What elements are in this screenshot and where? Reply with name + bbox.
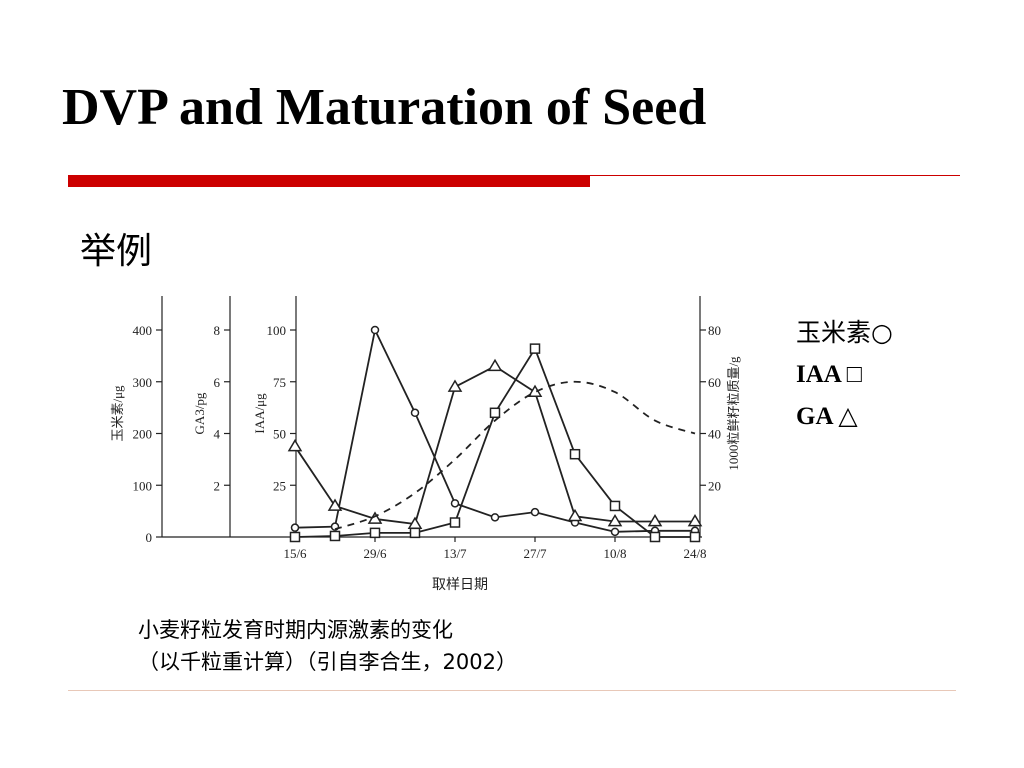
point-iaa (409, 527, 421, 539)
y-tick-label-zein: 100 (133, 478, 153, 493)
y-tick-label-zein: 0 (146, 530, 153, 545)
y-tick-label-mass: 80 (708, 323, 721, 338)
series-line-iaa (294, 346, 695, 538)
point-zein (530, 507, 540, 517)
y-axis-label-mass: 1000粒鲜籽粒质量/g (726, 356, 741, 471)
figure-caption: 小麦籽粒发育时期内源激素的变化 （以千粒重计算）（引自李合生，2002） (138, 614, 517, 678)
legend: 玉米素○ IAA □ GA △ (796, 312, 893, 438)
point-zein (490, 513, 500, 522)
y-tick-label-zein: 200 (133, 427, 153, 442)
point-iaa (609, 500, 621, 512)
point-iaa (329, 530, 341, 542)
caption-line-2: （以千粒重计算）（引自李合生，2002） (138, 650, 517, 674)
y-tick-label-mass: 40 (708, 427, 721, 442)
point-zein (290, 523, 300, 532)
point-iaa (449, 517, 461, 528)
legend-zein: 玉米素○ (796, 318, 893, 347)
y-axis-label-ga: GA3/pg (192, 392, 207, 434)
point-zein (410, 408, 420, 418)
point-iaa (289, 531, 301, 543)
legend-ga: GA △ (796, 403, 858, 430)
point-zein (370, 325, 380, 335)
point-iaa (689, 531, 701, 543)
point-ga (487, 358, 503, 372)
y-tick-label-ga: 8 (214, 323, 221, 338)
title-underline-thick (68, 175, 590, 187)
y-tick-label-mass: 20 (708, 478, 721, 493)
point-ga (687, 513, 703, 527)
x-tick-label: 24/8 (683, 546, 706, 561)
point-ga (287, 438, 303, 452)
legend-iaa: IAA □ (796, 361, 862, 388)
point-ga (447, 379, 463, 392)
point-ga (607, 513, 623, 527)
x-axis-label: 取样日期 (432, 577, 488, 593)
point-iaa (569, 448, 581, 460)
y-tick-label-zein: 300 (133, 375, 153, 390)
series-line-mass (334, 380, 696, 531)
y-tick-label-iaa: 50 (273, 427, 286, 442)
point-iaa (529, 343, 541, 354)
point-ga (567, 508, 583, 522)
y-axis-label-iaa: IAA/μg (252, 393, 267, 434)
point-iaa (489, 407, 501, 419)
y-tick-label-iaa: 25 (273, 478, 286, 493)
point-iaa (369, 527, 381, 539)
y-tick-label-ga: 4 (214, 427, 221, 442)
point-ga (367, 511, 383, 524)
y-tick-label-mass: 60 (708, 375, 721, 390)
title-underline-thin (590, 175, 960, 176)
y-tick-label-iaa: 100 (267, 323, 287, 338)
x-tick-label: 27/7 (523, 546, 547, 561)
y-axis-label-zein: 玉米素/μg (110, 385, 125, 442)
y-tick-label-ga: 2 (214, 478, 221, 493)
x-tick-label: 15/6 (283, 546, 307, 561)
x-tick-label: 29/6 (363, 546, 387, 561)
point-zein (450, 499, 460, 508)
point-iaa (649, 531, 661, 543)
footer-divider (68, 690, 956, 691)
x-tick-label: 10/8 (603, 546, 626, 561)
slide-title: DVP and Maturation of Seed (62, 79, 707, 136)
point-ga (647, 513, 663, 527)
series-line-ga (294, 365, 695, 526)
caption-line-1: 小麦籽粒发育时期内源激素的变化 (138, 618, 453, 642)
point-ga (327, 498, 343, 511)
point-ga (407, 516, 423, 530)
point-zein (610, 527, 620, 537)
x-tick-label: 13/7 (443, 546, 467, 561)
y-tick-label-ga: 6 (214, 375, 221, 390)
slide-subtitle: 举例 (80, 231, 153, 272)
y-tick-label-iaa: 75 (273, 375, 286, 390)
y-tick-label-zein: 400 (133, 323, 153, 338)
